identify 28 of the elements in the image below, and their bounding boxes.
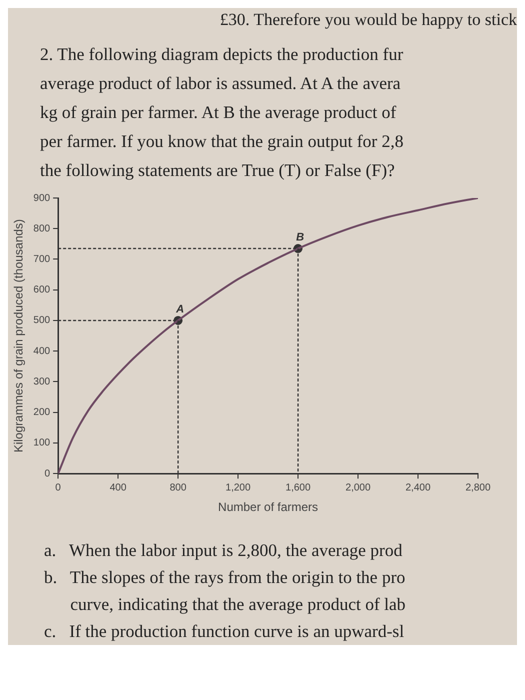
text: c. If the production function curve is an upward-sl: [44, 620, 406, 643]
annotation: B: [296, 232, 304, 244]
y-tick-label: 600: [33, 284, 51, 296]
y-tick-label: 700: [33, 254, 51, 265]
y-tick-label: 500: [33, 315, 51, 326]
chart-title: 2. The following diagram depicts the production fur average product of labor is assumed. At A the avera kg of grain per farmer. At B the average product of per farmer. If you know that the grain output for 2,8 the following statements are True (T) or False (F)?: [39, 43, 405, 182]
x-tick-label: 800: [170, 482, 187, 494]
y-tick-label: 300: [33, 376, 51, 388]
text: a. When the labor input is 2,800, the average prod: [44, 539, 404, 562]
text: b. The slopes of the rays from the origin to the pro: [44, 566, 406, 589]
x-tick-label: 400: [110, 482, 127, 494]
y-tick-label: 0: [44, 468, 51, 480]
x-tick-label: 0: [55, 482, 62, 494]
text: curve, indicating that the average product of lab: [69, 593, 407, 616]
y-tick-label: 200: [33, 407, 51, 418]
x-tick-label: 2,800: [465, 482, 491, 494]
y-tick-label: 100: [33, 438, 51, 449]
x-tick-label: 2,400: [405, 482, 431, 494]
x-tick-label: 1,200: [226, 482, 251, 494]
x-tick-label: 1,600: [286, 482, 311, 494]
x-tick-label: 2,000: [346, 482, 371, 494]
y-tick-label: 800: [33, 223, 51, 234]
y-axis-title: Kilogrammes of grain produced (thousands): [12, 219, 26, 453]
y-tick-label: 400: [33, 346, 51, 357]
chart-subtitle: £30. Therefore you would be happy to stick: [218, 9, 517, 30]
x-axis-title: Number of farmers: [218, 500, 318, 514]
y-tick-label: 900: [33, 192, 51, 204]
annotation: A: [175, 303, 184, 316]
